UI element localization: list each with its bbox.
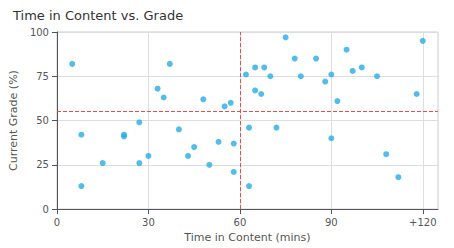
svg-text:90: 90	[325, 217, 338, 228]
svg-text:+120: +120	[409, 217, 436, 228]
svg-text:50: 50	[36, 115, 49, 126]
svg-text:60: 60	[234, 217, 247, 228]
svg-text:0: 0	[54, 217, 60, 228]
svg-text:Time in Content vs. Grade: Time in Content vs. Grade	[12, 8, 183, 23]
svg-text:0: 0	[43, 204, 49, 215]
svg-text:100: 100	[30, 27, 49, 38]
svg-text:75: 75	[36, 71, 49, 82]
svg-text:Time in Content (mins): Time in Content (mins)	[183, 231, 310, 244]
svg-text:30: 30	[142, 217, 155, 228]
svg-text:25: 25	[36, 159, 49, 170]
svg-text:Current Grade (%): Current Grade (%)	[7, 70, 20, 171]
